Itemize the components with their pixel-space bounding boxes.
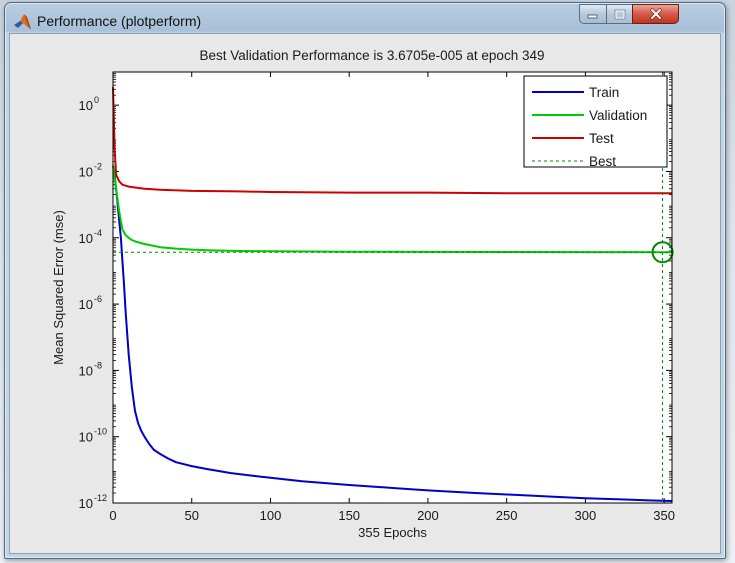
x-tick-label: 350 (653, 508, 675, 523)
plot-frame (112, 71, 673, 504)
y-tick-label: 10 (79, 98, 93, 113)
x-tick-label: 250 (496, 508, 518, 523)
y-tick-label: 10 (79, 363, 93, 378)
x-axis-label: 355 Epochs (358, 525, 427, 540)
y-tick-label: 10 (79, 297, 93, 312)
y-tick-exponent: -10 (94, 427, 107, 437)
y-tick-label: 10 (79, 231, 93, 246)
series-line-test (112, 87, 672, 195)
minimize-button[interactable] (579, 4, 607, 24)
legend-label-best: Best (589, 154, 616, 169)
figure-window[interactable]: Performance (plotperform) Best Validatio… (4, 2, 726, 559)
y-tick-label: 10 (79, 496, 93, 511)
x-tick-label: 300 (575, 508, 597, 523)
x-tick-label: 150 (338, 508, 360, 523)
window-title: Performance (plotperform) (37, 13, 202, 29)
x-tick-label: 0 (109, 508, 116, 523)
series-line-train (112, 165, 673, 502)
figure-canvas: Best Validation Performance is 3.6705e-0… (9, 33, 721, 554)
series-lines (112, 72, 674, 503)
y-tick-exponent: -2 (94, 161, 102, 171)
legend-label-train: Train (589, 85, 619, 100)
legend-label-validation: Validation (589, 108, 647, 123)
best-epoch-marker (651, 241, 674, 264)
close-button[interactable] (632, 4, 679, 24)
maximize-icon (614, 9, 625, 19)
performance-chart: Best Validation Performance is 3.6705e-0… (51, 48, 675, 540)
x-tick-label: 100 (260, 508, 282, 523)
y-tick-label: 10 (79, 164, 93, 179)
y-tick-exponent: 0 (94, 95, 99, 105)
matlab-logo-icon (14, 14, 31, 29)
x-tick-label: 200 (417, 508, 439, 523)
y-tick-exponent: -8 (94, 360, 102, 370)
title-bar[interactable]: Performance (plotperform) (5, 3, 725, 33)
chart-title: Best Validation Performance is 3.6705e-0… (200, 48, 545, 63)
y-tick-exponent: -6 (94, 294, 102, 304)
x-tick-label: 50 (184, 508, 198, 523)
maximize-button[interactable] (606, 4, 633, 24)
y-axis-label: Mean Squared Error (mse) (51, 210, 66, 365)
minimize-icon (587, 14, 598, 19)
close-icon (649, 8, 662, 20)
y-tick-label: 10 (79, 430, 93, 445)
legend-label-test: Test (589, 131, 614, 146)
y-tick-exponent: -12 (94, 493, 107, 503)
legend: Train Validation Test Best (523, 75, 668, 169)
y-tick-exponent: -4 (94, 228, 102, 238)
